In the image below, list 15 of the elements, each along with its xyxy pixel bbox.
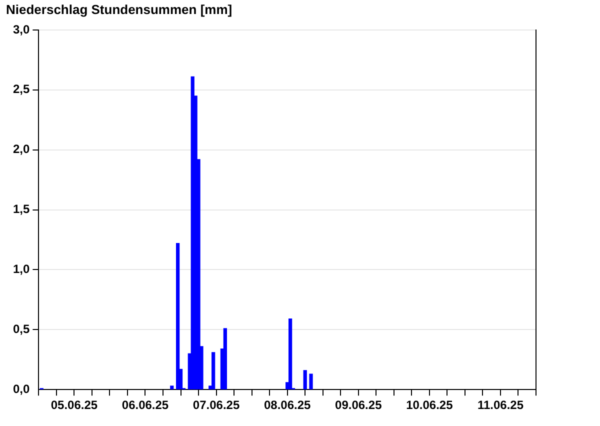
x-tick-label: 11.06.25 <box>477 398 524 412</box>
y-tick-label: 1,0 <box>12 262 30 276</box>
y-tick-label: 0,5 <box>12 322 30 336</box>
y-tick-label: 1,5 <box>12 202 30 216</box>
x-tick-label: 09.06.25 <box>335 398 382 412</box>
y-tick-label: 2,5 <box>12 82 30 96</box>
x-tick-label: 06.06.25 <box>122 398 169 412</box>
y-tick-label: 0,0 <box>12 382 30 396</box>
y-tick-label: 3,0 <box>12 22 30 36</box>
x-tick-label: 10.06.25 <box>406 398 454 412</box>
x-tick-label: 07.06.25 <box>192 398 240 412</box>
x-tick-label: 08.06.25 <box>264 398 312 412</box>
x-tick-label: 05.06.25 <box>50 398 98 412</box>
y-tick-label: 2,0 <box>12 142 30 156</box>
chart-title: Niederschlag Stundensummen [mm] <box>6 2 232 17</box>
